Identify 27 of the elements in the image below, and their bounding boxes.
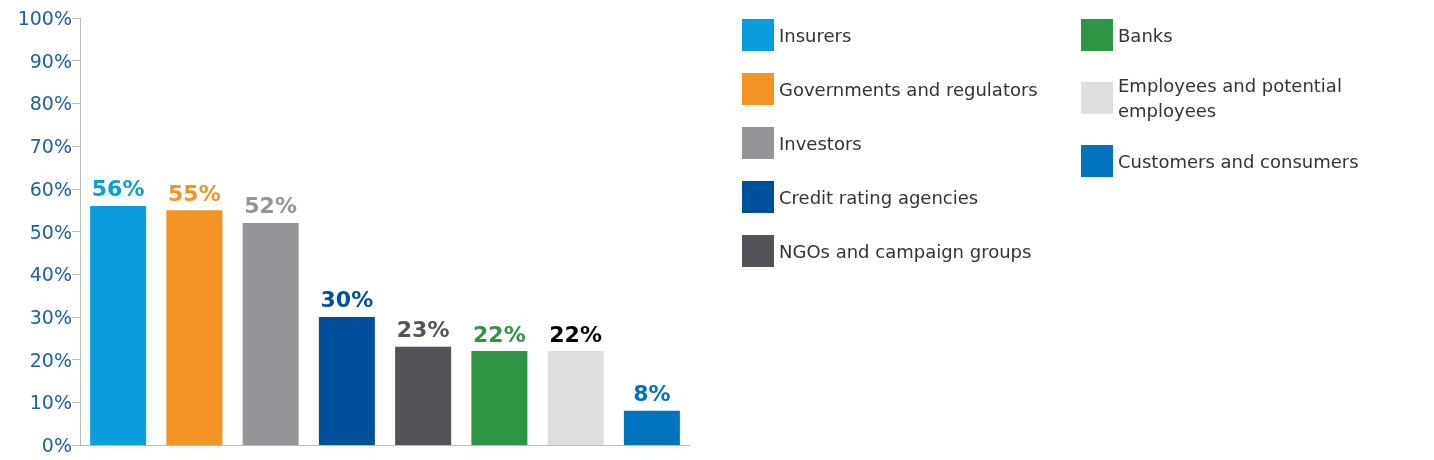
legend-label: Credit rating agencies: [779, 186, 979, 208]
data-label: 52%: [244, 193, 297, 219]
legend-label: Banks: [1118, 24, 1173, 46]
y-tick-label: 60%: [29, 177, 72, 200]
legend-label: NGOs and campaign groups: [779, 240, 1032, 262]
legend-label: Governments and regulators: [779, 78, 1038, 100]
legend-label: Investors: [779, 132, 862, 154]
data-label: 23%: [396, 317, 450, 343]
y-tick-label: 20%: [29, 348, 72, 371]
y-tick-label: 30%: [29, 305, 72, 328]
y-tick-label: 0%: [41, 434, 72, 456]
y-tick-label: 90%: [29, 49, 72, 72]
data-label: 55%: [168, 180, 221, 206]
data-label: 22%: [549, 321, 602, 347]
y-tick-label: 80%: [29, 92, 72, 115]
data-label: 8%: [633, 381, 671, 407]
y-tick-label: 70%: [29, 135, 72, 158]
data-label: 56%: [91, 176, 145, 202]
legend-label: Insurers: [779, 24, 852, 46]
data-label: 22%: [473, 321, 526, 347]
y-tick-label: 10%: [29, 391, 72, 414]
y-tick-label: 50%: [29, 220, 72, 243]
legend-label: Employees and potential employees: [1118, 75, 1348, 121]
data-label: 30%: [320, 287, 374, 313]
y-tick-label: 40%: [29, 263, 72, 286]
y-tick-label: 100%: [17, 7, 72, 29]
legend-label: Customers and consumers: [1118, 150, 1359, 172]
